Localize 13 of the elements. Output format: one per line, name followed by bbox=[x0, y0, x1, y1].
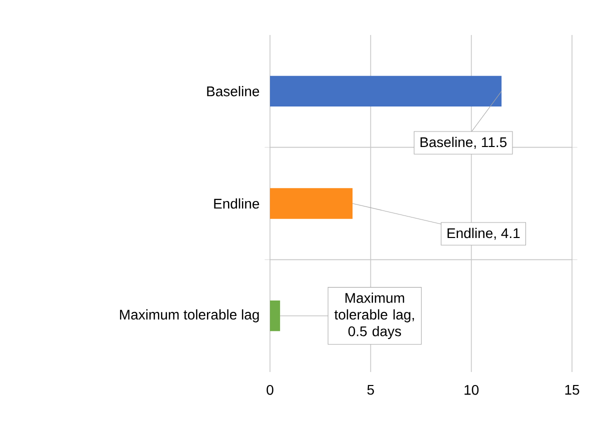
x-tick-label: 0 bbox=[266, 384, 274, 395]
data-label: Maximum tolerable lag, 0.5 days bbox=[334, 292, 414, 340]
bar bbox=[270, 76, 502, 106]
y-tick-label: Maximum tolerable lag bbox=[120, 309, 259, 322]
y-tick-label: Baseline bbox=[207, 86, 260, 96]
x-tick-label: 15 bbox=[565, 384, 580, 395]
bar bbox=[270, 300, 280, 332]
x-tick-label: 10 bbox=[464, 384, 479, 395]
y-tick-label: Endline bbox=[214, 198, 260, 209]
data-label: Baseline, 11.5 bbox=[420, 136, 507, 149]
data-label: Endline, 4.1 bbox=[448, 228, 520, 240]
bar bbox=[270, 188, 353, 219]
x-tick-label: 5 bbox=[367, 384, 374, 395]
